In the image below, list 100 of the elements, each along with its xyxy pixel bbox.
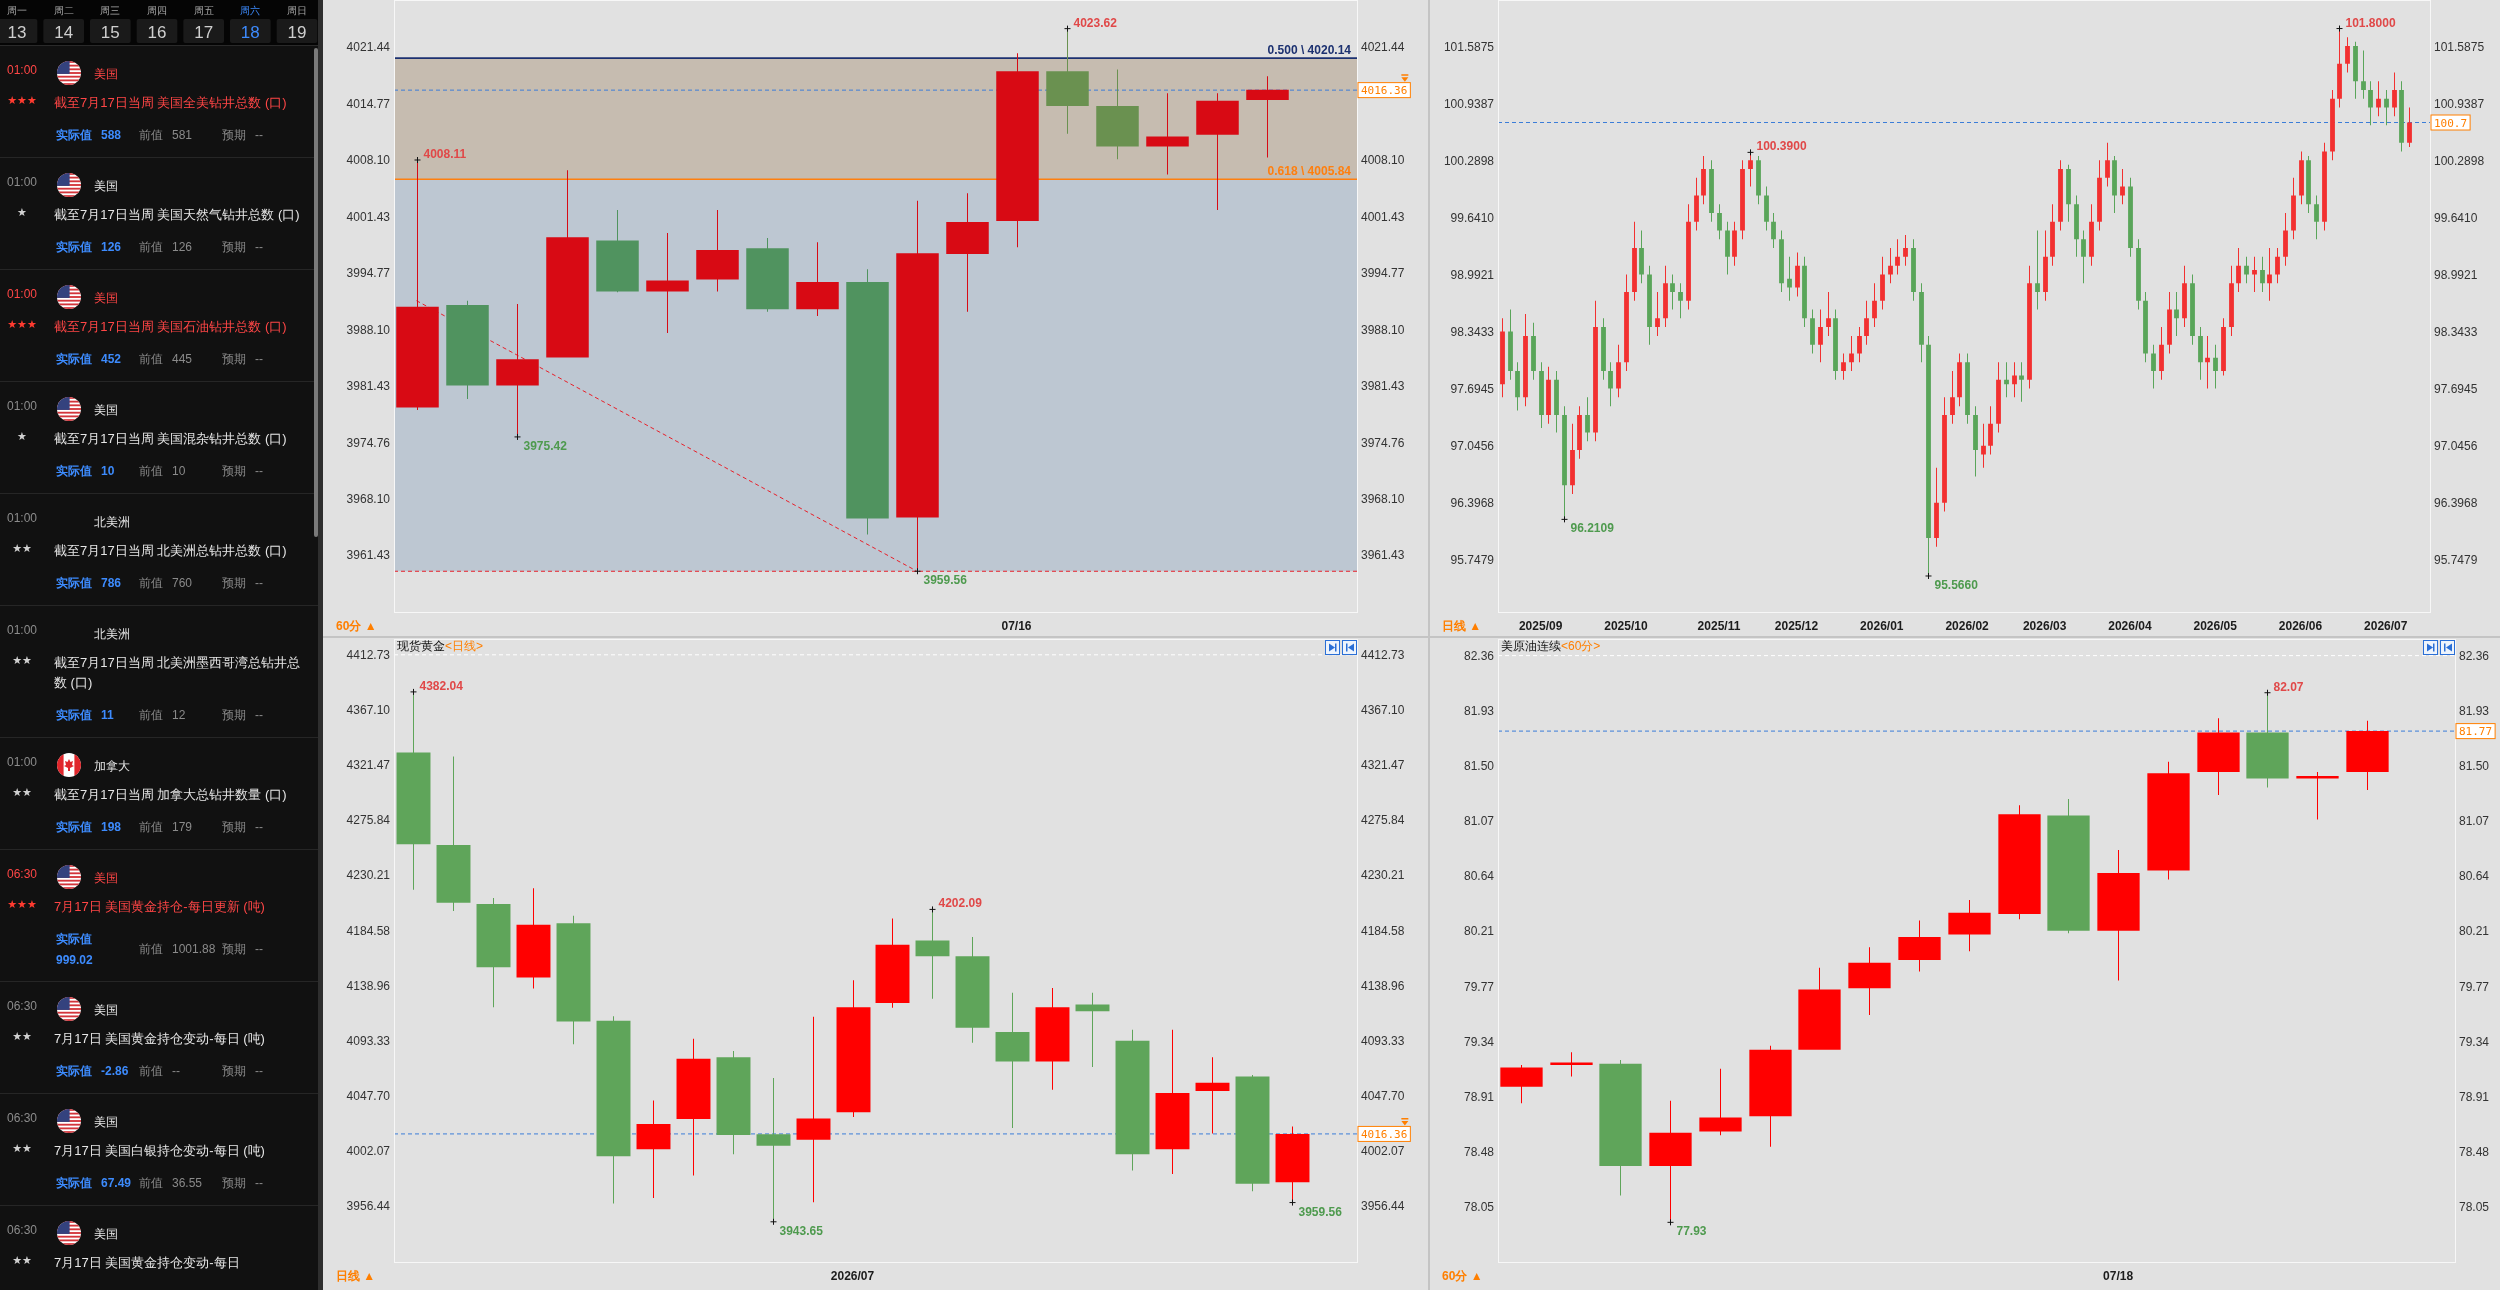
text: 452 bbox=[101, 352, 122, 366]
y2-tick-label: 100.9387 bbox=[2434, 97, 2485, 112]
ref-line-label: 100.7 bbox=[2434, 116, 2468, 130]
y-tick-label: 4275.84 bbox=[346, 813, 391, 828]
text: 77.93 bbox=[1676, 1224, 1707, 1239]
candlestick bbox=[2267, 248, 2272, 301]
x-tick-label: 2026/06 bbox=[2278, 619, 2323, 633]
text: 95.5660 bbox=[1934, 577, 1978, 592]
candlestick bbox=[636, 1100, 671, 1199]
text: 日线 ▲ bbox=[336, 1269, 376, 1283]
text: 截至7月17日当周 美国石油钻井总数 (口) bbox=[54, 319, 287, 334]
candlestick bbox=[2283, 212, 2288, 266]
candlestick bbox=[1725, 221, 1730, 275]
text: 日线 ▲ bbox=[1442, 619, 1482, 633]
candlestick bbox=[1500, 1064, 1543, 1104]
data-label: 15 bbox=[100, 23, 120, 42]
y2-tick-label: 97.0456 bbox=[2434, 439, 2478, 454]
candlestick bbox=[1531, 322, 1536, 380]
chart-subtitle: <日线> bbox=[445, 639, 484, 653]
text: 126 bbox=[101, 240, 122, 254]
text: ★★★ bbox=[7, 318, 37, 330]
text: 01:00 bbox=[6, 287, 38, 301]
candlestick bbox=[1624, 274, 1629, 372]
y-tick-label: 4412.73 bbox=[346, 647, 391, 662]
ref-line-label: 4016.36 bbox=[1361, 84, 1408, 98]
text: 实际值 bbox=[56, 708, 92, 722]
candlestick bbox=[1709, 160, 1714, 222]
y2-tick-label: 4230.21 bbox=[1361, 868, 1405, 883]
candlestick bbox=[836, 980, 871, 1118]
candlestick bbox=[1888, 248, 1893, 284]
candlestick bbox=[2027, 265, 2032, 389]
y2-tick-label: 95.7479 bbox=[2434, 553, 2478, 568]
text: 前值 bbox=[139, 352, 163, 366]
candlestick bbox=[1942, 397, 1947, 512]
y-tick-label: 78.05 bbox=[1463, 1199, 1495, 1214]
candlestick bbox=[516, 888, 551, 989]
y2-tick-label: 4138.96 bbox=[1361, 978, 1405, 993]
y-tick-label: 79.34 bbox=[1463, 1034, 1495, 1049]
text: 截至7月17日当周 北美洲墨西哥湾总钻井总数 (口) bbox=[54, 655, 301, 690]
text: ★★★ bbox=[7, 898, 37, 910]
text: 预期 bbox=[222, 1064, 246, 1078]
candlestick bbox=[2190, 274, 2195, 345]
candlestick bbox=[1973, 406, 1978, 477]
candlestick bbox=[1599, 1059, 1642, 1196]
y-tick-label: 4230.21 bbox=[346, 868, 391, 883]
candlestick bbox=[796, 242, 839, 316]
text: -- bbox=[255, 128, 263, 142]
text: ★★ bbox=[12, 1254, 32, 1266]
y2-tick-label: 4047.70 bbox=[1361, 1089, 1405, 1104]
candlestick bbox=[2361, 50, 2366, 99]
candlestick bbox=[1740, 160, 1745, 240]
text: 实际值 bbox=[56, 820, 92, 834]
data-label: 18 bbox=[240, 23, 260, 42]
text: -- bbox=[255, 352, 263, 366]
y2-tick-label: 3981.43 bbox=[1361, 379, 1405, 393]
candlestick bbox=[2136, 239, 2141, 310]
text: 美国 bbox=[94, 871, 118, 885]
candlestick bbox=[2213, 344, 2218, 389]
text: ★★ bbox=[12, 1030, 32, 1042]
y2-tick-label: 80.64 bbox=[2459, 868, 2490, 883]
text: 预期 bbox=[222, 352, 246, 366]
y-tick-label: 4184.58 bbox=[346, 923, 391, 938]
candlestick bbox=[1096, 69, 1139, 160]
text: 预期 bbox=[222, 820, 246, 834]
y2-tick-label: 78.48 bbox=[2459, 1144, 2490, 1159]
data-label: 13 bbox=[7, 23, 27, 42]
text: 美国 bbox=[94, 291, 118, 305]
candlestick bbox=[436, 756, 471, 911]
y2-tick-label: 4184.58 bbox=[1361, 923, 1405, 938]
candlestick bbox=[2197, 718, 2240, 796]
ref-line-label: 4016.36 bbox=[1361, 1127, 1408, 1141]
candlestick bbox=[2244, 256, 2249, 284]
candlestick bbox=[1848, 947, 1891, 1016]
text: 11 bbox=[101, 708, 115, 722]
candlestick bbox=[2019, 362, 2024, 402]
text: 7月17日 美国黄金持仓变动-每日 bbox=[54, 1255, 240, 1270]
candlestick bbox=[2097, 160, 2102, 231]
text: -- bbox=[255, 708, 263, 722]
candlestick bbox=[996, 53, 1039, 248]
candlestick bbox=[476, 897, 511, 1008]
y-tick-label: 81.93 bbox=[1463, 703, 1495, 718]
y-tick-label: 3956.44 bbox=[346, 1199, 391, 1214]
candlestick bbox=[1632, 221, 1637, 301]
candlestick bbox=[1849, 335, 1854, 372]
candlestick bbox=[875, 918, 910, 1008]
candlestick bbox=[1155, 1029, 1190, 1174]
candlestick bbox=[1539, 362, 1544, 429]
candlestick bbox=[1678, 283, 1683, 319]
y-tick-label: 98.3433 bbox=[1450, 325, 1495, 340]
candlestick bbox=[1546, 366, 1551, 424]
text: 82.07 bbox=[2273, 679, 2304, 694]
candlestick bbox=[2105, 142, 2110, 187]
candlestick bbox=[1864, 300, 1869, 345]
y-tick-label: 3981.43 bbox=[346, 379, 391, 393]
candlestick bbox=[1655, 291, 1660, 336]
y2-tick-label: 4321.47 bbox=[1361, 758, 1405, 773]
candlestick bbox=[2182, 265, 2187, 328]
x-tick-label: 周四 bbox=[147, 5, 167, 16]
y2-tick-label: 4002.07 bbox=[1361, 1144, 1405, 1159]
y2-tick-label: 78.91 bbox=[2459, 1089, 2490, 1104]
